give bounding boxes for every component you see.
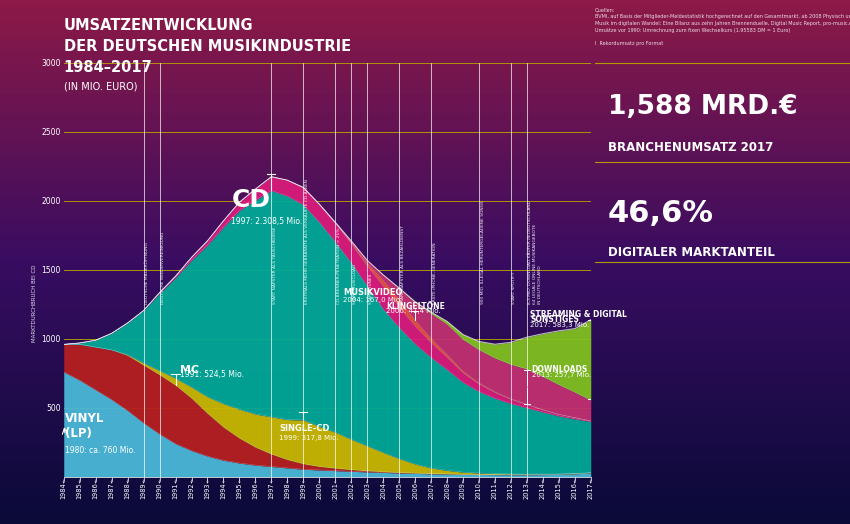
Text: CD: CD bbox=[231, 188, 270, 212]
Text: VINYL
(LP): VINYL (LP) bbox=[65, 412, 105, 440]
Text: ERSTMALS MEHR GEBRANNTE ALS VERKAUFTE CD-ALBEN: ERSTMALS MEHR GEBRANNTE ALS VERKAUFTE CD… bbox=[305, 179, 309, 304]
Text: MC: MC bbox=[180, 365, 200, 375]
Text: STREAMING & DIGITAL: STREAMING & DIGITAL bbox=[530, 310, 627, 319]
Text: 1984–2017: 1984–2017 bbox=[64, 60, 152, 75]
Text: Quellen:
BVMI, auf Basis der Mitglieder-Meldestatistik hochgerechnet auf den Ges: Quellen: BVMI, auf Basis der Mitglieder-… bbox=[595, 8, 850, 46]
Text: START SPOTIFY: START SPOTIFY bbox=[513, 272, 517, 304]
Text: UMSATZENTWICKLUNG: UMSATZENTWICKLUNG bbox=[64, 18, 253, 34]
Text: BRANCHENUMSATZ 2017: BRANCHENUMSATZ 2017 bbox=[608, 141, 773, 155]
Text: START MUSICLOAD: START MUSICLOAD bbox=[353, 264, 357, 304]
Text: SINGLE-CD: SINGLE-CD bbox=[280, 424, 330, 433]
Text: DEUTSCHE MAUERÖFFNUNG: DEUTSCHE MAUERÖFFNUNG bbox=[145, 243, 150, 304]
Text: CD-BRENNER-PENETRATION > 25%: CD-BRENNER-PENETRATION > 25% bbox=[337, 228, 341, 304]
Text: 900 MIO. ILLEGAL HERUNTERGELADENE SONGS: 900 MIO. ILLEGAL HERUNTERGELADENE SONGS bbox=[480, 201, 484, 304]
Text: 8,3 MIO. DOWNLOAD-KÄUFER IN DEUTSCHLAND
64 LEGALE ONLINE-MUSIKANGEBOTE
IN DEUTSC: 8,3 MIO. DOWNLOAD-KÄUFER IN DEUTSCHLAND … bbox=[529, 201, 541, 304]
Text: 1,588 MRD.€: 1,588 MRD.€ bbox=[608, 94, 797, 121]
Text: MARKTDURCHBRUCH BEI CD: MARKTDURCHBRUCH BEI CD bbox=[32, 264, 37, 342]
Text: 1999: 317,8 Mio.: 1999: 317,8 Mio. bbox=[280, 435, 339, 441]
Text: 1997: 2.308,5 Mio.: 1997: 2.308,5 Mio. bbox=[231, 216, 303, 226]
Text: KLINGELTÖNE: KLINGELTÖNE bbox=[387, 302, 445, 311]
Text: 2017: 583,3 Mio.: 2017: 583,3 Mio. bbox=[530, 322, 589, 328]
Text: 2013: 257,7 Mio.: 2013: 257,7 Mio. bbox=[531, 372, 591, 378]
Text: MUSIKVIDEO: MUSIKVIDEO bbox=[343, 288, 403, 297]
Text: 1991: 524,5 Mio.: 1991: 524,5 Mio. bbox=[180, 370, 244, 379]
Text: 46,6%: 46,6% bbox=[608, 199, 714, 228]
Text: 2004: 167,0 Mio.: 2004: 167,0 Mio. bbox=[343, 297, 402, 303]
Text: DEUTSCHE WIEDERVEREINIGUNG: DEUTSCHE WIEDERVEREINIGUNG bbox=[162, 232, 165, 304]
Text: SONSTIGES: SONSTIGES bbox=[530, 315, 579, 324]
Text: DOWNLOADS: DOWNLOADS bbox=[531, 365, 588, 374]
Text: 1980: ca. 760 Mio.: 1980: ca. 760 Mio. bbox=[65, 446, 136, 455]
Text: START NAPSTER ALS TAUSCHBÖRSE: START NAPSTER ALS TAUSCHBÖRSE bbox=[273, 227, 277, 304]
Text: START NAPSTER ALS BEZAHLDIENST: START NAPSTER ALS BEZAHLDIENST bbox=[400, 226, 405, 304]
Text: DIGITALER MARKTANTEIL: DIGITALER MARKTANTEIL bbox=[608, 246, 774, 259]
Text: START ITUNES: START ITUNES bbox=[369, 274, 373, 304]
Text: 2006: 41,4 Mio.: 2006: 41,4 Mio. bbox=[387, 309, 441, 314]
Text: DER DEUTSCHEN MUSIKINDUSTRIE: DER DEUTSCHEN MUSIKINDUSTRIE bbox=[64, 39, 351, 54]
Text: (IN MIO. EURO): (IN MIO. EURO) bbox=[64, 81, 137, 91]
Text: ERSTE iPHONE-GENERATION: ERSTE iPHONE-GENERATION bbox=[433, 243, 437, 304]
